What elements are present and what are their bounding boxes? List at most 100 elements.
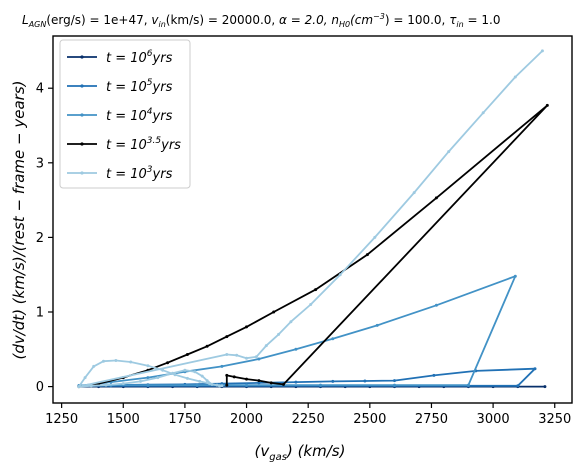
data-point <box>114 359 117 362</box>
y-axis-label: (dv/dt) (km/s)/(rest − frame − years) <box>10 80 28 359</box>
data-point <box>122 382 125 385</box>
data-point <box>186 377 189 380</box>
data-point <box>102 360 105 363</box>
data-point <box>393 384 396 387</box>
data-point <box>534 367 537 370</box>
data-point <box>218 384 221 387</box>
data-point <box>245 384 248 387</box>
data-point <box>225 384 228 387</box>
data-point <box>245 378 248 381</box>
data-point <box>146 384 149 387</box>
data-point <box>196 384 199 387</box>
legend-label: t = 103yrs <box>106 165 173 182</box>
data-point <box>331 337 334 340</box>
data-point <box>289 320 292 323</box>
data-point <box>84 376 87 379</box>
data-point <box>467 384 470 387</box>
data-point <box>277 333 280 336</box>
data-point <box>206 379 209 382</box>
y-tick-label: 4 <box>36 82 44 97</box>
data-point <box>166 361 169 364</box>
data-point <box>225 353 228 356</box>
legend-label: t = 103.5yrs <box>106 136 181 153</box>
data-point <box>220 365 223 368</box>
data-point <box>225 374 228 377</box>
data-point <box>309 303 312 306</box>
data-point <box>255 355 258 358</box>
legend-label: t = 104yrs <box>106 107 173 124</box>
data-point <box>183 369 186 372</box>
data-point <box>186 353 189 356</box>
data-point <box>373 236 376 239</box>
data-point <box>156 376 159 379</box>
data-point <box>514 275 517 278</box>
data-point <box>435 196 438 199</box>
data-point <box>211 383 214 386</box>
data-point <box>146 364 149 367</box>
data-point <box>171 372 174 375</box>
legend-marker <box>80 171 83 174</box>
data-point <box>272 311 275 314</box>
data-point <box>139 380 142 383</box>
x-tick-label: 1750 <box>168 412 201 427</box>
data-point <box>413 191 416 194</box>
legend-label: t = 106yrs <box>106 49 173 66</box>
x-tick-label: 1500 <box>107 412 140 427</box>
data-point <box>447 150 450 153</box>
x-tick-label: 1250 <box>45 412 78 427</box>
data-point <box>514 76 517 79</box>
data-point <box>257 379 260 382</box>
data-point <box>376 324 379 327</box>
data-point <box>363 380 366 383</box>
y-tick-label: 2 <box>36 231 44 246</box>
legend-marker <box>80 55 83 58</box>
data-point <box>161 369 164 372</box>
x-tick-label: 2500 <box>353 412 386 427</box>
x-axis: 1250 1500 1750 2000 2250 2500 2750 3000 3250 <box>45 403 571 427</box>
data-point <box>225 335 228 338</box>
data-point <box>282 383 285 386</box>
x-tick-label: 2250 <box>292 412 325 427</box>
data-point <box>435 304 438 307</box>
data-point <box>541 49 544 52</box>
y-tick-label: 3 <box>36 156 44 171</box>
legend-marker <box>80 113 83 116</box>
y-tick-label: 0 <box>36 380 44 395</box>
data-point <box>294 381 297 384</box>
x-tick-label: 3000 <box>477 412 510 427</box>
data-point <box>543 385 546 388</box>
data-point <box>245 357 248 360</box>
data-point <box>92 365 95 368</box>
data-point <box>366 253 369 256</box>
x-tick-label: 2750 <box>415 412 448 427</box>
data-point <box>245 325 248 328</box>
data-point <box>265 344 268 347</box>
data-point <box>257 358 260 361</box>
data-point <box>432 374 435 377</box>
data-point <box>546 104 549 107</box>
data-point <box>482 111 485 114</box>
data-point <box>129 361 132 364</box>
chart-title: LAGN(erg/s) = 1e+47, vin(km/s) = 20000.0… <box>22 12 501 29</box>
data-point <box>331 380 334 383</box>
data-point <box>201 375 204 378</box>
x-axis-label: (vgas) (km/s) <box>255 442 346 463</box>
data-point <box>206 345 209 348</box>
data-point <box>270 381 273 384</box>
y-tick-label: 1 <box>36 305 44 320</box>
x-tick-label: 2000 <box>230 412 263 427</box>
legend-marker <box>80 84 83 87</box>
data-point <box>193 370 196 373</box>
data-point <box>393 379 396 382</box>
legend-marker <box>80 142 83 145</box>
legend: t = 106yrs t = 105yrs t = 104yrs t = 103.5y… <box>60 40 190 188</box>
data-point <box>314 288 317 291</box>
data-point <box>339 273 342 276</box>
x-tick-label: 3250 <box>538 412 571 427</box>
data-point <box>105 384 108 387</box>
y-axis: 0 1 2 3 4 <box>36 82 53 395</box>
data-point <box>235 354 238 357</box>
data-point <box>90 384 93 387</box>
data-point <box>319 384 322 387</box>
